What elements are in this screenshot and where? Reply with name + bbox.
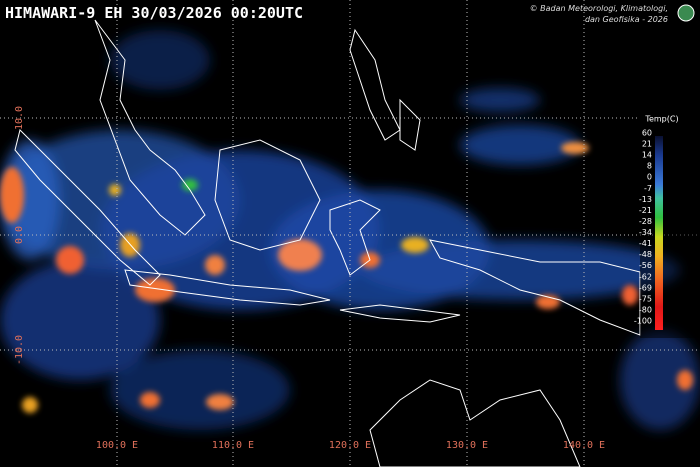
legend-labels: 60 21 14 8 0 -7 -13 -21 -28 -34 -41 -48 -56 -62 -69 -75… [634,129,652,326]
logo [677,4,695,22]
longitude-label: 100.0 E [96,440,138,451]
legend-label: -62 [639,272,652,281]
legend-label: -34 [639,228,652,237]
latitude-label: -10.0 [14,335,25,365]
legend-label: 60 [642,129,652,138]
legend-title: Temp(C) [644,115,678,124]
legend-label: -28 [639,217,652,226]
credit: © Badan Meteorologi, Klimatologi, [530,4,668,13]
legend-label: -7 [644,184,652,193]
legend-label: -21 [639,206,652,215]
legend-label: -13 [639,195,652,204]
longitude-labels: 100.0 E 110.0 E 120.0 E 130.0 E 140.0 E [96,440,605,451]
longitude-label: 110.0 E [212,440,254,451]
longitude-label: 140.0 E [563,440,605,451]
colorbar [655,136,663,330]
longitude-label: 120.0 E [329,440,371,451]
legend-label: 8 [647,162,652,171]
legend-label: -75 [639,294,652,303]
title: HIMAWARI-9 EH 30/03/2026 00:20UTC [5,4,303,22]
legend-label: 21 [642,140,652,149]
legend-label: -48 [639,250,652,259]
coastlines [14,19,641,467]
legend-label: 14 [642,151,652,160]
legend-label: -41 [639,239,652,248]
latitude-label: 0.0 [14,226,25,244]
longitude-label: 130.0 E [446,440,488,451]
cloud-layer [0,30,700,430]
credit: dan Geofisika - 2026 [585,15,668,24]
legend-label: -69 [639,283,652,292]
legend-label: 0 [647,173,652,182]
latitude-label: 10.0 [14,106,25,130]
latitude-labels: 10.0 0.0 -10.0 [14,106,25,365]
legend-label: -80 [639,305,652,314]
legend-box [640,108,700,338]
legend-label: -56 [639,261,652,270]
legend-label: -100 [634,317,652,326]
